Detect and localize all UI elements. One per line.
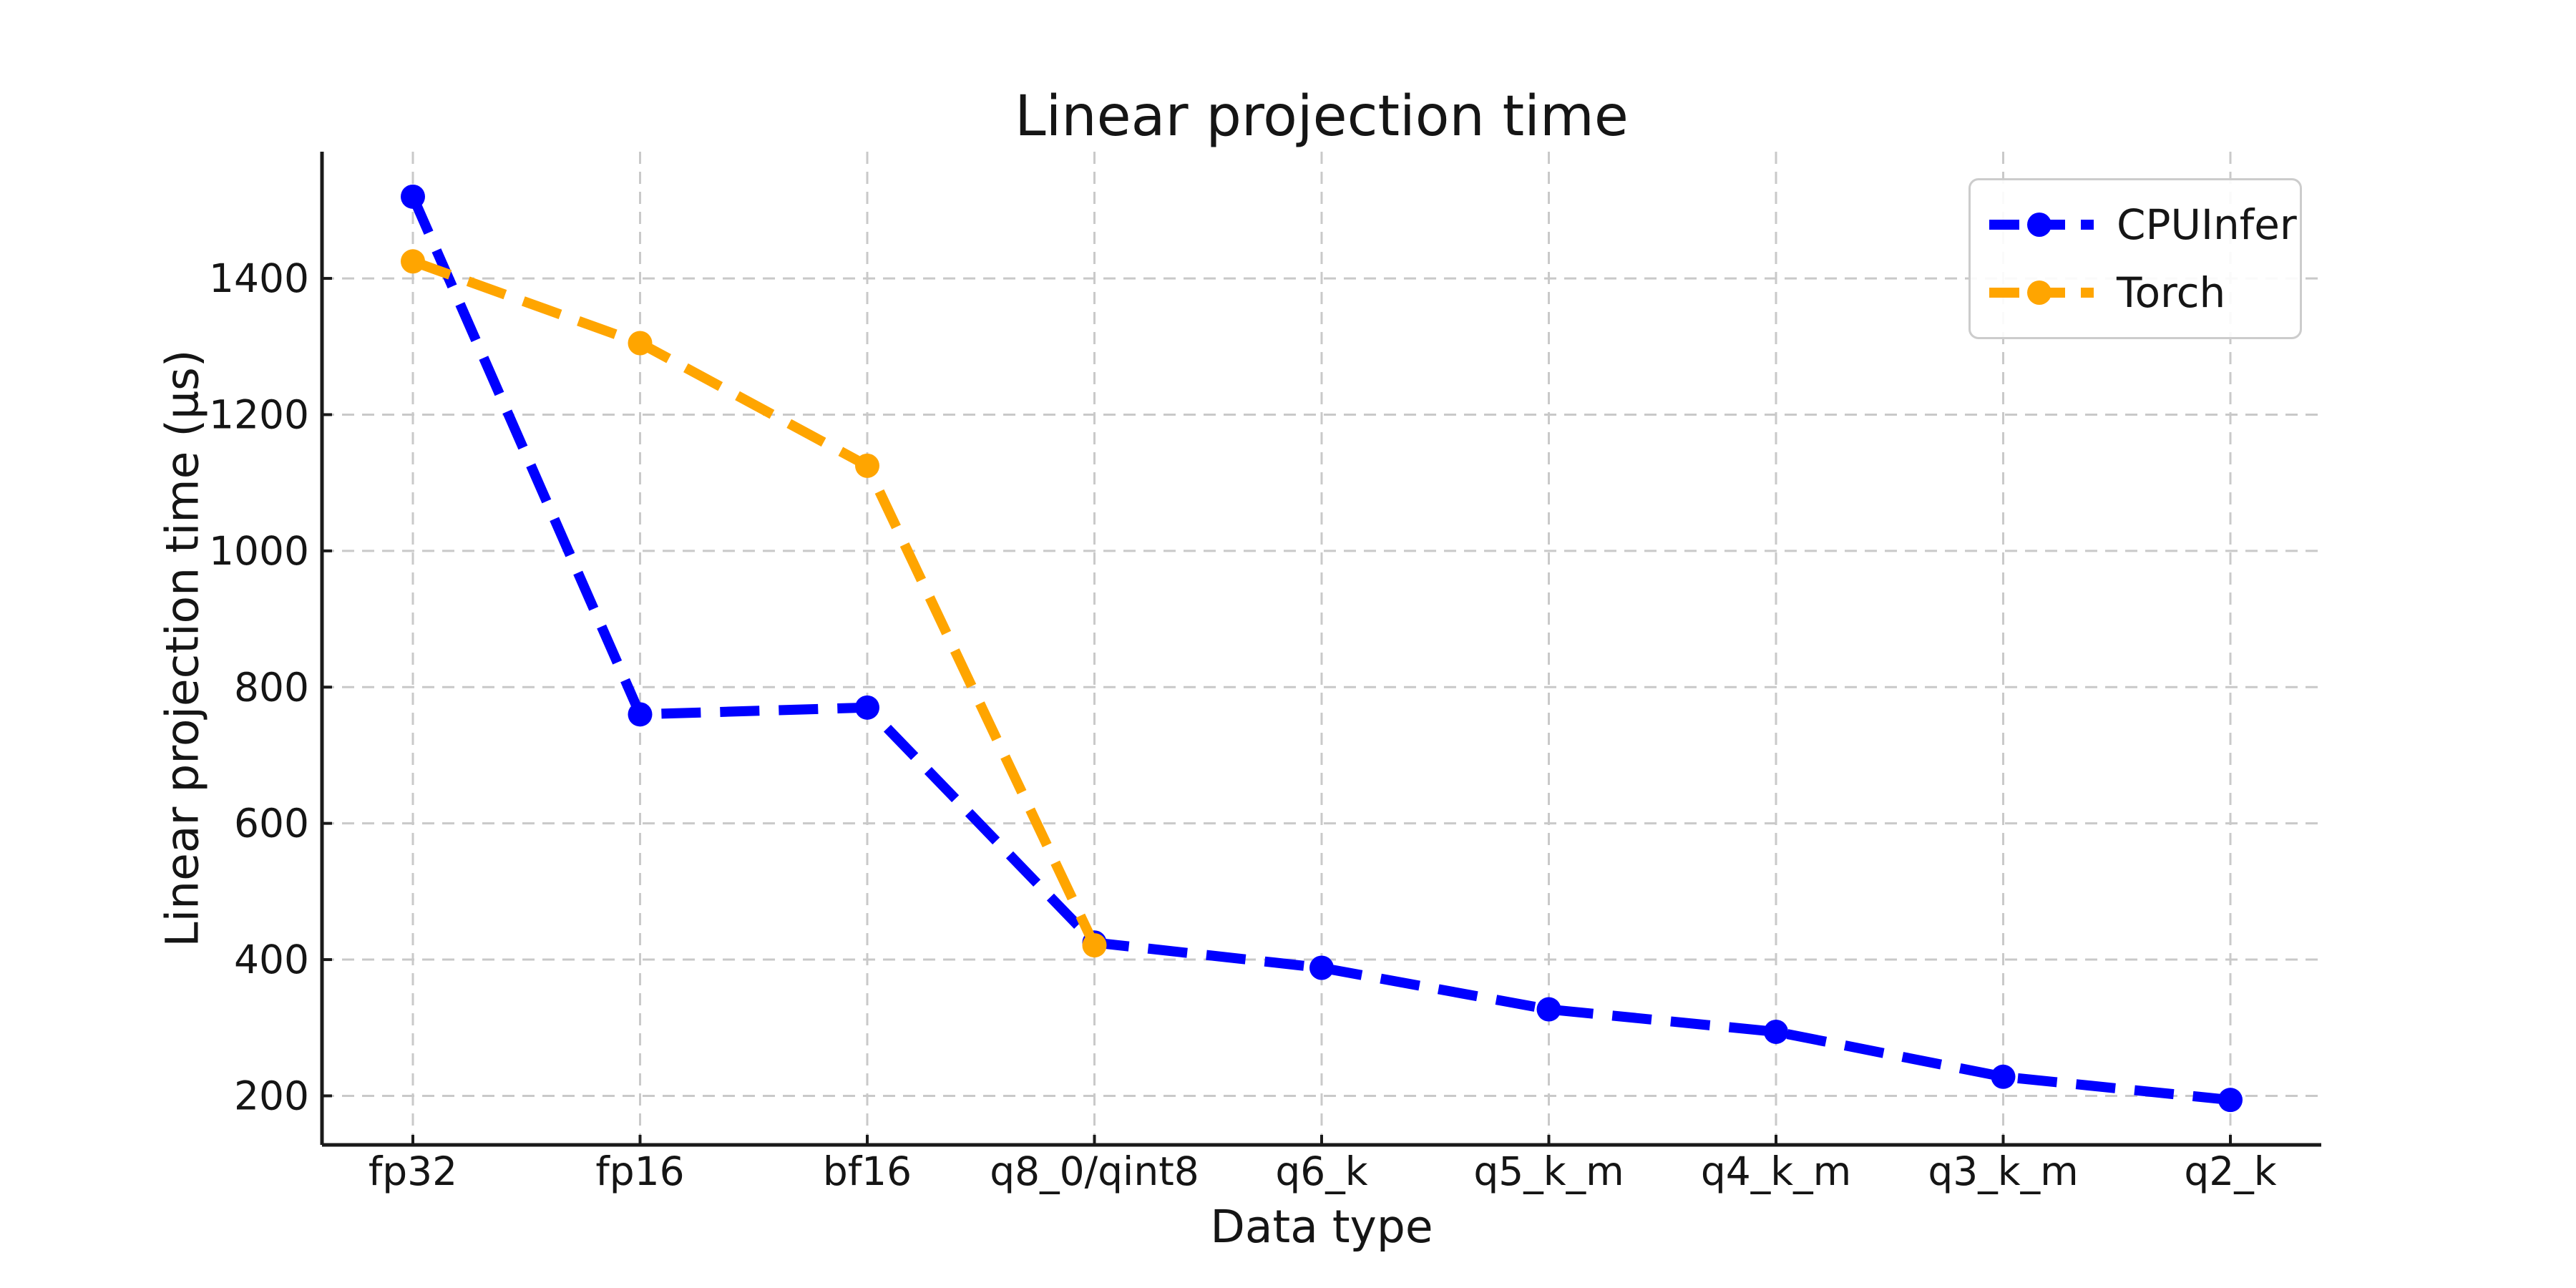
- y-tick-label: 400: [234, 937, 309, 982]
- y-tick-label: 600: [234, 801, 309, 847]
- legend-sample-marker: [2027, 212, 2051, 237]
- x-tick-label: fp32: [369, 1148, 457, 1194]
- x-axis-title: Data type: [1210, 1201, 1433, 1253]
- series-line-cpuinfer: [408, 194, 2231, 1106]
- legend-entry-torch: Torch: [1971, 268, 2300, 317]
- series-marker-cpuinfer: [1309, 955, 1334, 980]
- x-tick-label: q5_k_m: [1473, 1148, 1624, 1194]
- legend-sample-marker: [2027, 280, 2051, 306]
- x-tick-label: q3_k_m: [1928, 1148, 2078, 1194]
- legend-entry-cpuinfer: CPUInfer: [1971, 200, 2300, 249]
- x-tick-label: fp16: [595, 1148, 684, 1194]
- x-tick-label: bf16: [823, 1148, 912, 1194]
- series-marker-cpuinfer: [401, 184, 425, 209]
- x-tick-label: q2_k: [2184, 1148, 2276, 1194]
- chart-title: Linear projection time: [1015, 84, 1629, 149]
- series-marker-cpuinfer: [2218, 1088, 2243, 1113]
- series-marker-torch: [1082, 933, 1107, 958]
- legend-label: Torch: [2117, 268, 2226, 318]
- series-marker-torch: [628, 331, 653, 356]
- y-tick-label: 1200: [209, 391, 309, 437]
- legend-line-sample: [1989, 212, 2094, 237]
- y-axis-title-text: Linear projection time (µs): [156, 349, 209, 947]
- y-tick-label: 800: [234, 664, 309, 710]
- x-tick-label: q8_0/qint8: [990, 1148, 1199, 1194]
- series-marker-cpuinfer: [1991, 1064, 2016, 1089]
- series-marker-cpuinfer: [1764, 1019, 1788, 1044]
- legend-line-sample: [1989, 280, 2094, 306]
- y-tick-label: 1400: [209, 255, 309, 301]
- series-marker-torch: [855, 453, 879, 478]
- y-tick-label: 200: [234, 1073, 309, 1118]
- series-marker-cpuinfer: [855, 695, 879, 720]
- legend: CPUInfer Torch: [1968, 178, 2302, 339]
- x-tick-label: q4_k_m: [1701, 1148, 1851, 1194]
- x-tick-label: q6_k: [1275, 1148, 1367, 1194]
- series-marker-cpuinfer: [1536, 997, 1561, 1022]
- series-marker-cpuinfer: [628, 702, 653, 727]
- series-line-torch: [411, 256, 1099, 948]
- legend-label: CPUInfer: [2117, 200, 2297, 249]
- series-marker-torch: [401, 249, 425, 274]
- y-tick-label: 1000: [209, 528, 309, 574]
